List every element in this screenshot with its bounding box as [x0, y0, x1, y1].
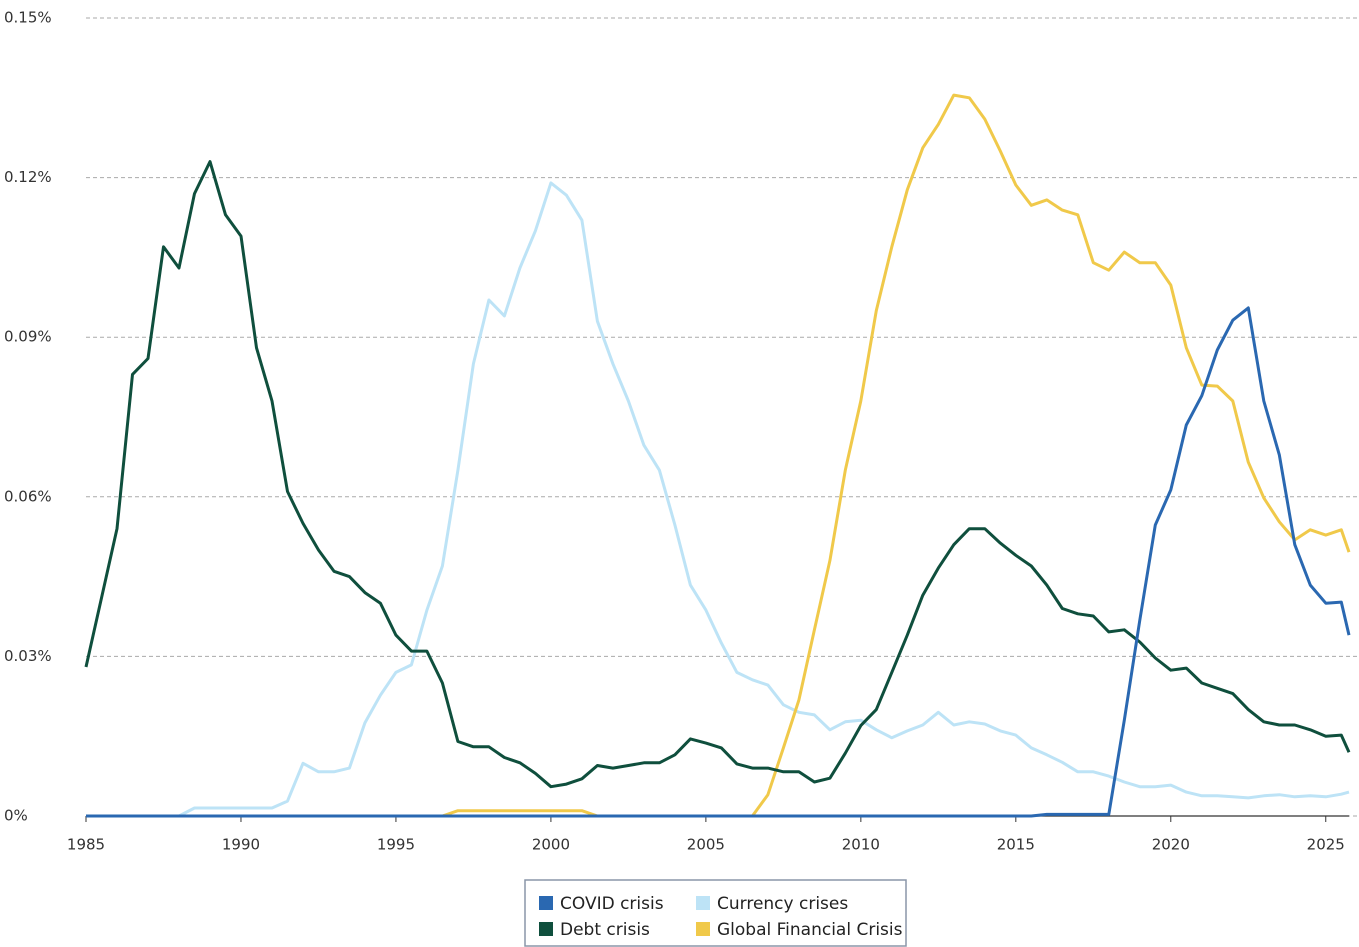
legend-label: COVID crisis [560, 894, 664, 914]
y-tick-label: 0.15% [4, 9, 52, 27]
legend-label: Currency crises [717, 894, 848, 914]
series-line [86, 93, 1351, 818]
x-tick-label: 2015 [997, 836, 1035, 854]
y-tick-label: 0% [4, 807, 28, 825]
legend-swatch [696, 896, 710, 910]
legend-box [524, 879, 907, 947]
x-tick-label: 1995 [377, 836, 415, 854]
legend-swatch [539, 922, 553, 936]
legend-swatch [539, 896, 553, 910]
legend-label: Debt crisis [560, 920, 650, 940]
y-tick-label: 0.03% [4, 647, 52, 665]
legend-swatch [696, 922, 710, 936]
x-tick-label: 2020 [1152, 836, 1190, 854]
x-tick-label: 2005 [687, 836, 725, 854]
x-tick-label: 1985 [67, 836, 105, 854]
series-line [86, 306, 1351, 818]
x-tick-label: 2025 [1307, 836, 1345, 854]
x-tick-label: 2010 [842, 836, 880, 854]
x-tick-label: 1990 [222, 836, 260, 854]
series-line [84, 160, 1351, 789]
y-tick-label: 0.06% [4, 487, 52, 505]
x-tick-label: 2000 [532, 836, 570, 854]
y-tick-label: 0.12% [4, 168, 52, 186]
legend-label: Global Financial Crisis [717, 920, 903, 940]
series-line [86, 181, 1350, 818]
y-tick-label: 0.09% [4, 328, 52, 346]
